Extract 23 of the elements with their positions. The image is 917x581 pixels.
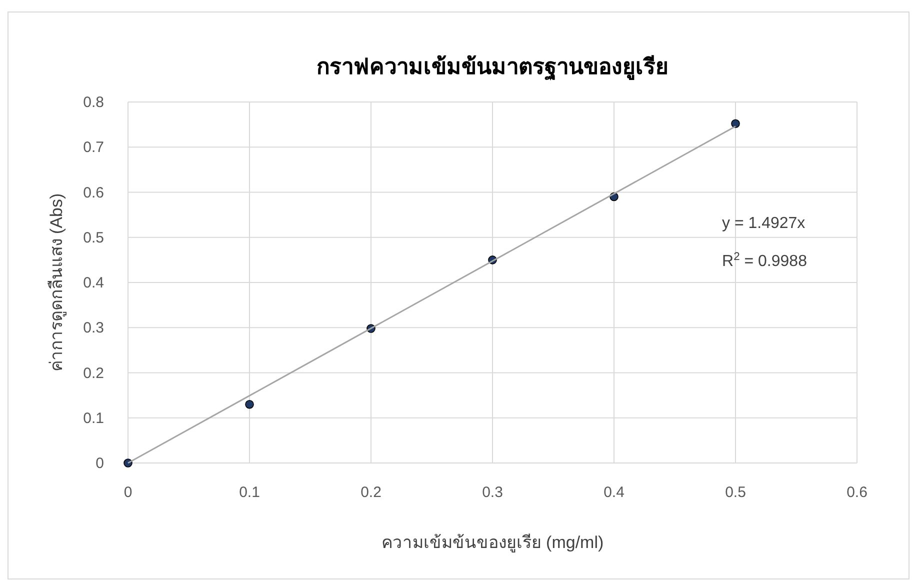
y-tick-label: 0.3 xyxy=(83,320,104,337)
y-tick-label: 0.2 xyxy=(83,364,104,382)
y-tick-label: 0.8 xyxy=(83,94,104,111)
chart-title: กราฟความเข้มข้นมาตรฐานของยูเรีย xyxy=(316,54,668,81)
x-tick-label: 0.6 xyxy=(846,484,868,501)
x-tick-label: 0 xyxy=(124,484,132,501)
annotation: y = 1.4927x xyxy=(722,215,806,232)
x-tick-label: 0.1 xyxy=(239,484,260,501)
y-axis-title: ค่าการดูดกลืนแสง (Abs) xyxy=(47,193,67,372)
annotation: R$^{2}$ = 0.9988 xyxy=(722,251,808,270)
y-tick-label: 0.7 xyxy=(83,139,104,156)
x-axis-title: ความเข้มข้นของยูเรีย (mg/ml) xyxy=(381,533,604,553)
x-tick-label: 0.3 xyxy=(482,484,503,501)
y-tick-label: 0.1 xyxy=(83,410,104,427)
x-tick-label: 0.4 xyxy=(604,484,624,501)
point xyxy=(731,119,740,128)
x-tick-label: 0.2 xyxy=(360,484,382,501)
y-tick-label: 0.5 xyxy=(83,229,104,246)
point xyxy=(245,400,254,409)
y-tick-label: 0 xyxy=(96,455,104,472)
y-tick-label: 0.6 xyxy=(83,184,104,202)
y-tick-label: 0.4 xyxy=(83,274,104,292)
x-tick-label: 0.5 xyxy=(725,484,746,501)
